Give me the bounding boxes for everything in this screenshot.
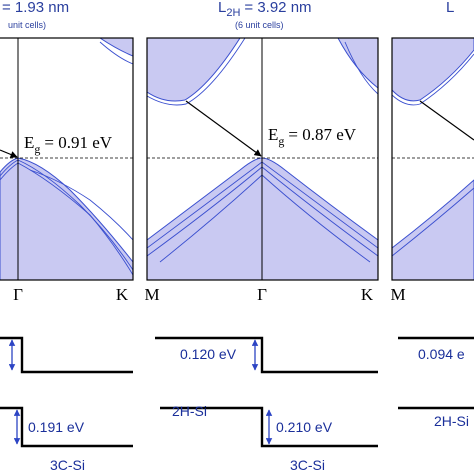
text-part: g [278, 134, 284, 148]
band-panel [392, 38, 474, 280]
k-label: Γ [257, 285, 267, 304]
text-part: = 0.87 eV [288, 125, 356, 144]
panel-title: L2H = 3.92 nm [218, 0, 312, 19]
offset-label: 0.210 eV [276, 419, 333, 435]
panel-title: = 1.93 nm [2, 0, 69, 16]
text-part: = 0.91 eV [44, 133, 112, 152]
text-part: 2H [226, 7, 240, 19]
k-label: M [390, 285, 405, 304]
k-label: K [116, 285, 129, 304]
offset-label: 0.094 e [418, 346, 465, 362]
panel-note: unit cells) [8, 20, 46, 30]
text-part: E [24, 133, 34, 152]
panel-note: (6 unit cells) [235, 20, 284, 30]
material-label: 3C-Si [50, 457, 85, 473]
text-part: E [268, 125, 278, 144]
k-label: K [361, 285, 374, 304]
panel-title: L [446, 0, 454, 16]
offset-label: 0.191 eV [28, 419, 85, 435]
material-label: 2H-Si [172, 403, 207, 419]
k-label: Γ [13, 285, 23, 304]
material-label: 3C-Si [290, 457, 325, 473]
k-label: M [144, 285, 159, 304]
band-panel [147, 38, 378, 280]
gap-label: Eg = 0.91 eV [24, 133, 113, 156]
gap-label: Eg = 0.87 eV [268, 125, 357, 148]
text-part: g [34, 142, 40, 156]
text-part: L [218, 0, 226, 16]
offset-label: 0.120 eV [180, 346, 237, 362]
band-panel [0, 38, 133, 280]
material-label: 2H-Si [434, 413, 469, 429]
text-part: = 3.92 nm [244, 0, 311, 16]
